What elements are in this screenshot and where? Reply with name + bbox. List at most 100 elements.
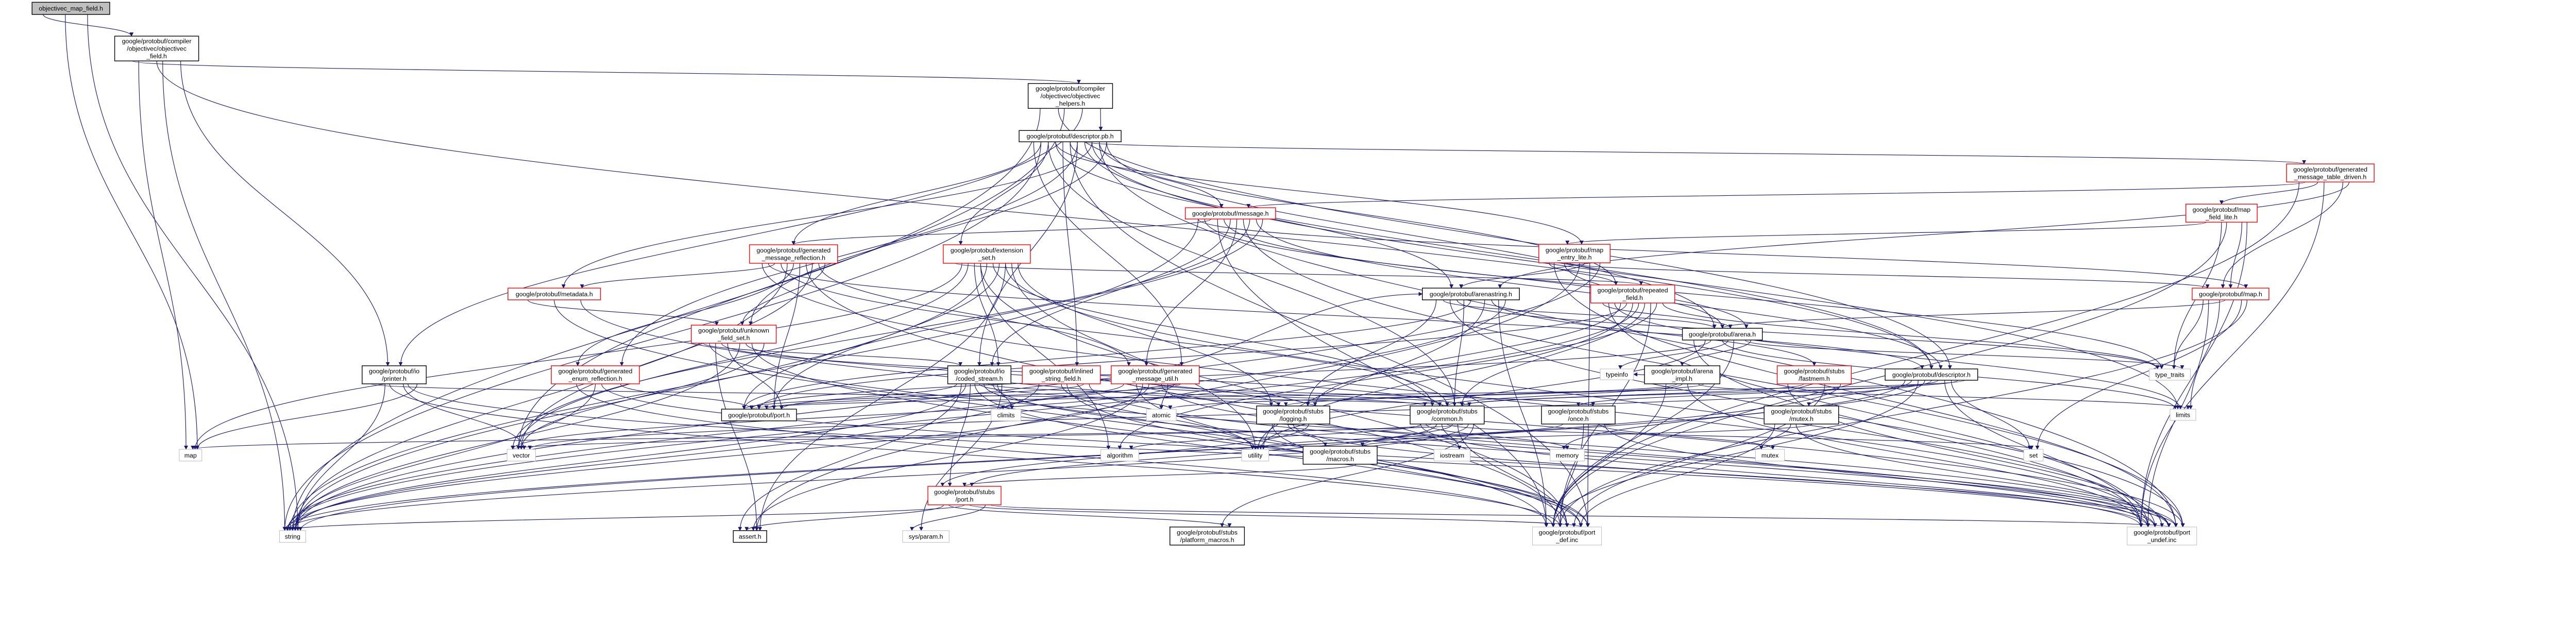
node-platform_macros[interactable]: google/protobuf/stubs/platform_macros.h xyxy=(1170,527,1245,546)
node-descriptor_pb[interactable]: google/protobuf/descriptor.pb.h xyxy=(1019,130,1122,142)
edge-gmr-to-ger xyxy=(575,263,794,366)
node-printer[interactable]: google/protobuf/io/printer.h xyxy=(362,365,427,384)
node-message[interactable]: google/protobuf/message.h xyxy=(1184,207,1276,219)
node-mutex_h[interactable]: google/protobuf/stubs/mutex.h xyxy=(1764,406,1839,425)
node-label: google/protobuf/map xyxy=(2193,206,2251,213)
edge-gmu-to-assert xyxy=(751,383,1143,531)
edge-map_h-to-type_traits xyxy=(2172,299,2204,369)
node-extension_set[interactable]: google/protobuf/extension_set.h xyxy=(943,244,1031,264)
node-once[interactable]: google/protobuf/stubs/once.h xyxy=(1541,406,1616,425)
node-label: _field_set.h xyxy=(717,334,750,342)
node-descriptor_h[interactable]: google/protobuf/descriptor.h xyxy=(1885,368,1978,381)
node-logging[interactable]: google/protobuf/stubs/logging.h xyxy=(1256,406,1330,425)
node-stubs_port[interactable]: google/protobuf/stubs/port.h xyxy=(927,486,1002,505)
edge-arena_impl-to-port_undef xyxy=(1687,383,2143,528)
edge-coded_stream-to-port xyxy=(779,383,957,410)
edge-arena-to-port_undef xyxy=(1693,340,2143,528)
edge-gmu-to-string xyxy=(285,383,1149,531)
node-assert[interactable]: assert.h xyxy=(733,530,767,543)
node-unknown[interactable]: google/protobuf/unknown_field_set.h xyxy=(691,325,777,344)
node-box xyxy=(1302,446,1378,465)
edge-descriptor_pb-to-common xyxy=(1048,142,1457,407)
node-ger[interactable]: google/protobuf/generated_enum_reflectio… xyxy=(551,365,640,384)
node-macros[interactable]: google/protobuf/stubs/macros.h xyxy=(1302,446,1378,465)
edge-map_field_lite-to-map_h xyxy=(2228,222,2243,289)
node-label: _message_util.h xyxy=(1132,375,1178,382)
edge-message-to-map_h xyxy=(1198,218,2248,289)
node-root: objectivec_map_field.h xyxy=(31,2,110,15)
node-label: atomic xyxy=(1152,412,1171,419)
edge-descriptor_pb-to-extension_set xyxy=(958,142,1049,245)
node-label: google/protobuf/compiler xyxy=(1036,85,1105,92)
edge-arena_impl-to-common xyxy=(1445,383,1683,407)
node-port[interactable]: google/protobuf/port.h xyxy=(721,409,797,421)
edge-field-to-helpers xyxy=(132,60,1081,84)
edge-extension_set-to-algorithm xyxy=(980,263,1111,450)
node-iostream: iostream xyxy=(1433,449,1471,462)
edge-map_field_lite-to-port_undef xyxy=(2139,222,2247,528)
node-label: google/protobuf/map xyxy=(1546,246,1604,254)
node-gmr[interactable]: google/protobuf/generated_message_reflec… xyxy=(749,244,838,264)
node-label: mutex xyxy=(1761,452,1778,459)
edge-gmr-to-port_undef xyxy=(761,263,2150,528)
node-label: google/protobuf/stubs xyxy=(1310,448,1370,455)
node-inlined[interactable]: google/protobuf/inlined_string_field.h xyxy=(1022,365,1101,384)
edge-arenastring-to-type_traits xyxy=(1456,299,2160,369)
node-common[interactable]: google/protobuf/stubs/common.h xyxy=(1410,406,1485,425)
node-box xyxy=(1410,406,1485,425)
node-map_h[interactable]: google/protobuf/map.h xyxy=(2192,288,2269,300)
edge-gmu-to-vector xyxy=(511,383,1175,450)
edge-unknown-to-logging xyxy=(745,343,1281,407)
edge-arena-to-typeinfo xyxy=(1618,340,1728,369)
edge-helpers-to-printer xyxy=(398,108,1083,366)
node-arena[interactable]: google/protobuf/arena.h xyxy=(1682,328,1763,341)
edge-extension_set-to-repeated xyxy=(955,263,1643,285)
edge-descriptor_pb-to-gmr xyxy=(791,142,1042,245)
edge-descriptor_pb-to-gmtd xyxy=(1084,141,2306,164)
node-label: _impl.h xyxy=(1671,375,1692,382)
node-box xyxy=(902,530,950,543)
node-map_entry_lite[interactable]: google/protobuf/map_entry_lite.h xyxy=(1538,244,1611,263)
node-box xyxy=(1111,365,1200,384)
node-fastmem[interactable]: google/protobuf/stubs/fastmem.h xyxy=(1776,365,1852,384)
node-label: google/protobuf/inlined xyxy=(1029,368,1093,375)
node-box xyxy=(2127,527,2197,546)
edge-repeated-to-algorithm xyxy=(1117,303,1657,450)
edge-arenastring-to-string xyxy=(285,299,1506,531)
node-field[interactable]: google/protobuf/compiler/objectivec/obje… xyxy=(114,36,199,62)
node-label: google/protobuf/map.h xyxy=(2199,291,2262,298)
node-gmu[interactable]: google/protobuf/generated_message_util.h xyxy=(1111,365,1200,384)
edge-inlined-to-string xyxy=(291,383,1040,531)
edge-arenastring-to-common xyxy=(1452,299,1465,407)
node-repeated[interactable]: google/protobuf/repeated_field.h xyxy=(1590,284,1675,303)
node-label: /coded_stream.h xyxy=(956,375,1003,382)
node-label: _field.h xyxy=(146,53,167,60)
node-metadata[interactable]: google/protobuf/metadata.h xyxy=(507,288,601,300)
node-box xyxy=(1022,365,1101,384)
edge-stubs_port-to-string xyxy=(285,504,965,531)
edge-map_h-to-set xyxy=(2035,299,2242,450)
edge-fastmem-to-string xyxy=(298,383,1841,531)
node-label: google/protobuf/descriptor.h xyxy=(1892,371,1971,378)
edge-extension_set-to-port xyxy=(772,263,1000,410)
node-box xyxy=(179,449,202,462)
node-label: set xyxy=(2029,452,2038,459)
node-box xyxy=(691,325,777,344)
node-coded_stream[interactable]: google/protobuf/io/coded_stream.h xyxy=(947,365,1011,384)
node-helpers[interactable]: google/protobuf/compiler/objectivec/obje… xyxy=(1027,83,1113,109)
node-arena_impl[interactable]: google/protobuf/arena_impl.h xyxy=(1644,365,1720,384)
node-box xyxy=(991,409,1022,421)
node-string: string xyxy=(279,530,306,543)
edge-extension_set-to-coded_stream xyxy=(974,263,1001,366)
node-label: /macros.h xyxy=(1326,455,1354,463)
node-gmtd[interactable]: google/protobuf/generated_message_table_… xyxy=(2286,163,2375,182)
node-arenastring[interactable]: google/protobuf/arenastring.h xyxy=(1422,288,1520,300)
edge-once-to-port_undef xyxy=(1604,424,2150,528)
nodes-layer: objectivec_map_field.h google/protobuf/co… xyxy=(31,2,2375,546)
edge-once-to-port_def xyxy=(1558,424,1584,528)
node-memory: memory xyxy=(1550,449,1585,462)
edge-arenastring-to-fastmem xyxy=(1491,299,1817,366)
node-map_field_lite[interactable]: google/protobuf/map_field_lite.h xyxy=(2185,204,2258,223)
node-box xyxy=(1885,368,1978,381)
edge-fastmem-to-port_def xyxy=(1572,383,1825,528)
